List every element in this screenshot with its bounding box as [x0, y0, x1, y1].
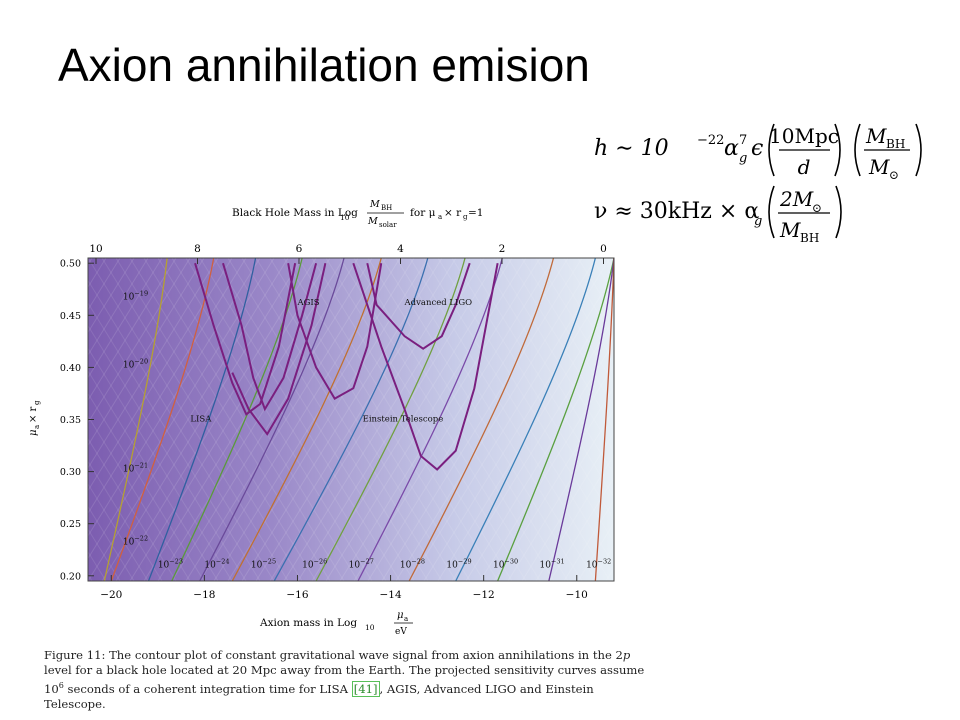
top-title-frac-num: M — [369, 199, 380, 210]
x-tick-label: −14 — [379, 589, 401, 601]
sensitivity-curve — [287, 263, 383, 401]
top-title-text: Black Hole Mass in Log — [232, 207, 358, 219]
formula-h-frac2-den: M — [868, 155, 890, 179]
detector-label: LISA — [190, 415, 212, 425]
contour-line — [497, 258, 614, 581]
y-tick-label: 0.35 — [60, 415, 81, 426]
top-title-frac-den-sub: solar — [379, 221, 397, 229]
top-tick-label: 8 — [194, 243, 201, 255]
strain-formula: h ∼ 10 −22 α 7 g ϵ 10Mpc d M BH M ⊙ — [594, 118, 934, 182]
plot-layer — [88, 258, 614, 581]
x-label-frac-num-sub: a — [404, 615, 408, 623]
y-label-sub2: g — [33, 400, 41, 405]
caption-part3: seconds of a coherent integration time f… — [63, 681, 352, 696]
contour-line — [147, 258, 257, 581]
top-title-suffix5: =1 — [468, 207, 483, 219]
formula-h-eps: ϵ — [751, 136, 763, 161]
contour-line — [548, 258, 614, 581]
top-title-suffix2: a — [438, 213, 442, 221]
formula-h-alpha-sup: 7 — [739, 133, 747, 148]
contour-line — [103, 258, 168, 581]
strain-formula-svg: h ∼ 10 −22 α 7 g ϵ 10Mpc d M BH M ⊙ — [594, 123, 922, 182]
y-tick-label: 0.30 — [60, 467, 81, 478]
top-title-sub: 10 — [340, 213, 350, 222]
top-title-suffix3: × r — [444, 207, 462, 219]
formula-nu-frac-den-sub: BH — [800, 231, 819, 242]
y-tick-label: 0.20 — [60, 571, 81, 582]
detector-label: AGIS — [296, 298, 319, 308]
x-tick-label: −12 — [473, 589, 495, 601]
x-label-sub: 10 — [365, 623, 375, 632]
detector-label: Einstein Telescope — [363, 415, 444, 425]
formula-h-frac2-num-sub: BH — [886, 137, 905, 151]
contour-line — [231, 258, 382, 581]
frequency-formula: ν ≈ 30kHz × α g 2M ⊙ M BH — [594, 182, 854, 245]
caption-p: p — [622, 648, 631, 662]
sensitivity-curve — [194, 262, 297, 416]
contour-line — [594, 258, 614, 581]
slide-title: Axion annihilation emision — [58, 39, 590, 91]
y-label-mid: × r — [28, 406, 39, 423]
sensitivity-curve — [222, 262, 318, 412]
y-tick-label: 0.50 — [60, 259, 81, 270]
formula-h-exp: −22 — [697, 133, 724, 148]
top-tick-label: 6 — [296, 243, 303, 255]
caption-part2: level for a black hole located at 20 Mpc… — [44, 663, 645, 696]
top-title-frac-den: M — [367, 216, 378, 227]
formula-h-frac1-den: d — [798, 155, 811, 179]
y-tick-label: 0.45 — [60, 311, 81, 322]
top-axis-title: Black Hole Mass in Log 10 M BH M solar f… — [232, 199, 483, 229]
caption-part1: Figure 11: The contour plot of constant … — [44, 648, 623, 662]
contour-line — [455, 258, 597, 581]
formula-nu-frac-den: M — [779, 218, 801, 242]
caption-ref-link[interactable]: [41] — [351, 680, 380, 697]
x-tick-label: −18 — [193, 589, 215, 601]
y-label-mu: μ — [28, 430, 39, 437]
x-label-frac-den: eV — [395, 627, 407, 637]
caption-part4: , AGIS, Advanced LIGO and Einstein Teles… — [44, 681, 594, 711]
formula-nu-alpha-sub: g — [754, 214, 762, 229]
formula-nu-frac-num: 2M — [779, 187, 814, 211]
formula-h-frac2-den-sub: ⊙ — [889, 168, 899, 182]
top-title-frac-num-sub: BH — [381, 204, 392, 212]
top-title-suffix4: g — [463, 213, 468, 221]
top-tick-label: 4 — [397, 243, 404, 255]
contour-line — [315, 258, 466, 581]
formula-h-frac2-num: M — [865, 124, 887, 148]
y-tick-label: 0.25 — [60, 519, 81, 530]
contour-line — [273, 258, 429, 581]
sensitivity-curve — [231, 262, 327, 436]
detector-label: Advanced LIGO — [404, 298, 473, 308]
formula-h-alpha: α — [724, 136, 739, 161]
top-tick-label: 0 — [600, 243, 607, 255]
top-tick-label: 10 — [89, 243, 102, 255]
contour-line — [110, 258, 215, 581]
sensitivity-curve — [352, 262, 499, 471]
caption-sup: 6 — [58, 681, 64, 690]
formula-h-frac1-num: 10Mpc — [769, 124, 839, 148]
y-tick-label: 0.40 — [60, 363, 81, 374]
formula-nu-frac-num-sub: ⊙ — [812, 201, 822, 215]
y-label-sub: a — [33, 425, 41, 429]
y-axis-label: μ a × r g — [28, 400, 41, 436]
figure-caption: Figure 11: The contour plot of constant … — [44, 648, 654, 712]
frequency-formula-svg: ν ≈ 30kHz × α g 2M ⊙ M BH — [594, 185, 842, 245]
x-label-text: Axion mass in Log — [259, 617, 357, 629]
x-tick-label: −20 — [100, 589, 122, 601]
x-tick-label: −16 — [286, 589, 308, 601]
x-axis-label: Axion mass in Log 10 μ a eV — [259, 610, 413, 637]
contour-line — [408, 258, 555, 581]
top-tick-label: 2 — [499, 243, 506, 255]
x-label-frac-num: μ — [397, 610, 404, 621]
formula-nu-lhs: ν ≈ 30kHz × α — [594, 199, 759, 224]
top-title-suffix: for μ — [410, 207, 436, 219]
contour-line — [199, 258, 345, 581]
x-tick-label: −10 — [566, 589, 588, 601]
plot-area — [87, 257, 615, 582]
sensitivity-curve — [366, 262, 471, 350]
formula-h-lhs: h ∼ 10 — [594, 136, 669, 161]
contour-chart: Black Hole Mass in Log 10 M BH M solar f… — [28, 199, 615, 637]
formula-h-alpha-sub: g — [739, 151, 747, 166]
